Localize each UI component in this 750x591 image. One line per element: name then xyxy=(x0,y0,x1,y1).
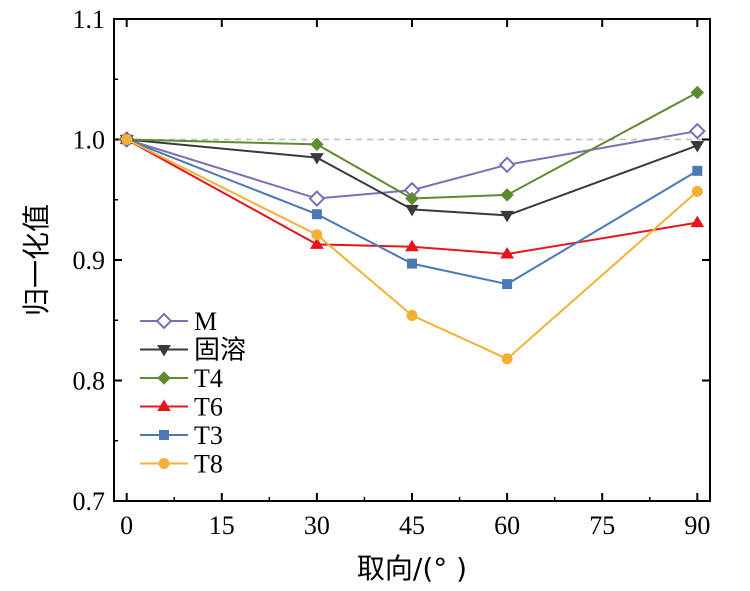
x-axis-title: 取向/(° ) xyxy=(357,552,467,585)
data-point xyxy=(692,165,703,176)
legend-label: T3 xyxy=(194,421,223,450)
data-point xyxy=(405,239,419,252)
axes: 0 15 30 45 60 75 90 0.7 0.8 0.9 1.0 1.1 xyxy=(73,5,711,540)
data-point xyxy=(502,279,513,290)
legend-marker xyxy=(159,430,169,440)
data-point xyxy=(310,153,324,165)
x-tick-label: 75 xyxy=(589,511,615,540)
legend-label: 固溶 xyxy=(194,336,246,365)
x-tick-label: 90 xyxy=(684,511,710,540)
data-point xyxy=(310,137,324,152)
legend-entry: T8 xyxy=(140,450,223,479)
legend-label: T6 xyxy=(194,393,223,422)
x-tick-label: 45 xyxy=(399,511,425,540)
data-point xyxy=(688,122,706,140)
y-tick-label: 1.0 xyxy=(73,126,106,155)
data-point xyxy=(405,204,419,217)
data-point xyxy=(407,258,417,269)
legend-entry: T4 xyxy=(140,364,223,393)
data-point xyxy=(405,191,419,206)
data-point xyxy=(121,134,133,145)
legend-marker xyxy=(158,458,170,469)
legend-entry: 固溶 xyxy=(140,336,246,365)
legend-label: T4 xyxy=(194,364,223,393)
legend-label: T8 xyxy=(194,450,223,479)
legend-marker xyxy=(157,399,171,411)
data-point xyxy=(311,229,323,241)
x-tick-label: 0 xyxy=(120,511,133,540)
legend-entry: M xyxy=(140,307,217,336)
series-固溶 xyxy=(119,135,705,223)
y-tick-label: 0.9 xyxy=(73,246,106,275)
legend-marker xyxy=(155,312,173,330)
data-point xyxy=(500,188,514,202)
series-T8 xyxy=(121,134,703,365)
data-point xyxy=(308,190,326,207)
legend-entry: T3 xyxy=(140,421,223,450)
series-layer xyxy=(118,85,706,365)
data-point xyxy=(500,210,514,223)
data-point xyxy=(690,215,705,228)
y-tick-label: 1.1 xyxy=(73,5,106,34)
data-point xyxy=(501,353,513,365)
y-tick-label: 0.8 xyxy=(73,367,106,396)
legend-entry: T6 xyxy=(140,393,223,422)
data-point xyxy=(310,237,324,249)
x-tick-label: 60 xyxy=(494,511,520,540)
legend-marker xyxy=(157,371,171,385)
data-point xyxy=(690,85,705,100)
x-tick-label: 15 xyxy=(209,511,235,540)
x-tick-label: 30 xyxy=(304,511,330,540)
legend-label: M xyxy=(194,307,217,336)
y-axis-title: 归一化值 xyxy=(20,204,53,316)
legend-marker xyxy=(157,345,171,357)
data-point xyxy=(311,209,322,220)
data-point xyxy=(498,156,516,174)
data-point xyxy=(500,247,514,259)
data-point xyxy=(406,309,418,321)
data-point xyxy=(690,141,705,153)
y-tick-label: 0.7 xyxy=(73,487,106,516)
data-point xyxy=(691,185,703,197)
